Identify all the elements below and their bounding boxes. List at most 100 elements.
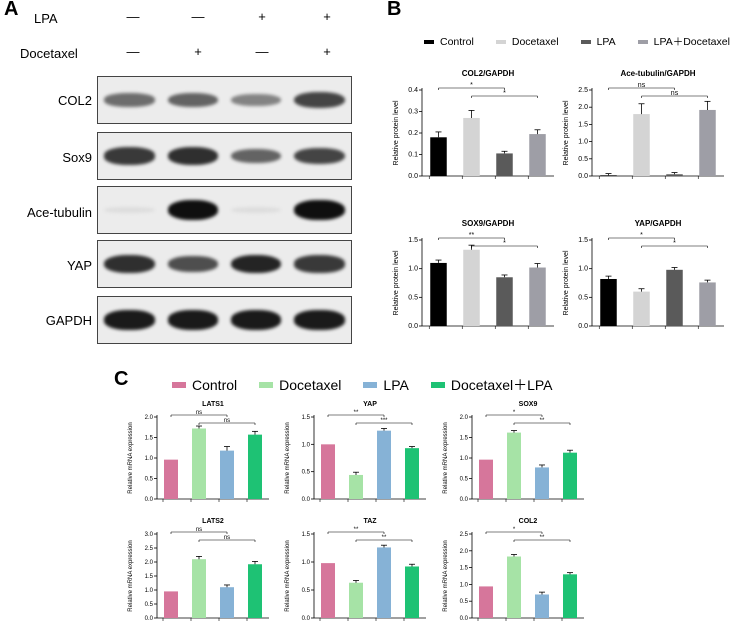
chart-title: YAP/GAPDH — [635, 219, 682, 228]
y-tick-label: 1.5 — [302, 415, 311, 421]
bar — [507, 432, 521, 499]
docetaxel-symbol-lane-3: — — [255, 44, 269, 59]
significance-label: * — [470, 82, 473, 89]
legend-label: Docetaxel — [511, 35, 559, 48]
y-tick-label: 2.5 — [578, 87, 588, 94]
blot-band — [294, 200, 345, 220]
blot-label-ace-tubulin: Ace-tubulin — [26, 205, 92, 220]
y-tick-label: 2.0 — [460, 415, 469, 421]
significance-label: *** — [380, 418, 388, 424]
significance-label: ns — [224, 418, 230, 424]
significance-label: ns — [638, 82, 646, 89]
y-tick-label: 1.5 — [145, 574, 154, 580]
legend-item-lpa: LPA — [363, 377, 409, 393]
blot-label-yap: YAP — [66, 258, 92, 273]
bar — [563, 452, 577, 499]
significance-label: ns — [196, 527, 202, 533]
docetaxel-symbol-lane-4: + — [323, 44, 331, 59]
y-tick-label: 1.0 — [460, 456, 469, 462]
panel-b-legend: Control Docetaxel LPA LPA＋Docetaxel — [424, 34, 734, 49]
chart-title: YAP — [363, 401, 377, 408]
bar — [321, 444, 335, 499]
y-tick-label: 0.5 — [302, 470, 311, 476]
bar — [699, 282, 716, 326]
y-tick-label: 1.5 — [145, 436, 154, 442]
y-tick-label: 1.0 — [408, 266, 418, 273]
blot-band — [104, 310, 155, 330]
y-axis-label: Relative mRNA expression — [285, 422, 291, 493]
y-tick-label: 1.0 — [460, 582, 469, 588]
bar — [248, 564, 262, 618]
chart-title: Ace-tubulin/GAPDH — [620, 69, 695, 78]
blot-band — [167, 200, 219, 220]
blot-band — [294, 147, 345, 165]
bar — [220, 587, 234, 618]
blot-band — [230, 254, 282, 274]
lpa-symbol-lane-1: — — [126, 9, 140, 24]
y-tick-label: 2.0 — [578, 104, 588, 111]
bar — [535, 467, 549, 499]
y-tick-label: 1.5 — [460, 566, 469, 572]
significance-label: ns — [196, 410, 202, 416]
legend-swatch — [637, 39, 648, 44]
bar — [192, 428, 206, 499]
blot-band — [294, 91, 345, 109]
y-tick-label: 3.0 — [145, 532, 154, 538]
chart-title: COL2 — [519, 518, 538, 525]
blot-band — [167, 256, 219, 272]
legend-label: LPA＋Docetaxel — [653, 36, 730, 48]
chart-title: COL2/GAPDH — [462, 69, 515, 78]
y-tick-label: 2.0 — [460, 549, 469, 555]
blot-band — [230, 93, 282, 107]
legend-swatch — [580, 39, 591, 44]
bar — [496, 277, 513, 326]
y-tick-label: 0.4 — [408, 87, 418, 94]
bar — [633, 291, 650, 326]
legend-item-docetaxel: Docetaxel — [259, 377, 341, 393]
chart-title: SOX9 — [519, 401, 538, 408]
y-tick-label: 0.2 — [408, 130, 418, 137]
bar — [377, 430, 391, 499]
chart-title: SOX9/GAPDH — [462, 219, 515, 228]
bar — [507, 556, 521, 618]
blot-band — [104, 147, 155, 165]
significance-label: * — [513, 410, 516, 416]
panel-a-letter: A — [4, 0, 19, 20]
y-tick-label: 0.5 — [578, 294, 588, 301]
blot-band — [104, 206, 155, 214]
y-axis-label: Relative protein level — [393, 250, 400, 315]
chart-c-yap: YAP Relative mRNA expression 0.0 0.5 1.0 1.5 *… — [285, 401, 426, 503]
bar — [563, 574, 577, 618]
panel-c-letter: C — [114, 368, 129, 390]
legend-swatch — [430, 382, 445, 388]
legend-item-lpa: LPA — [580, 36, 616, 48]
y-axis-label: Relative mRNA expression — [443, 540, 449, 611]
bar — [248, 434, 262, 499]
lpa-condition-label: LPA — [34, 11, 58, 26]
blot-band — [104, 255, 155, 273]
significance-label: ns — [224, 535, 230, 541]
legend-item-lpa-docetaxel: LPA＋Docetaxel — [637, 34, 730, 49]
y-tick-label: 1.5 — [578, 237, 588, 244]
y-tick-label: 0.3 — [408, 109, 418, 116]
blot-label-col2: COL2 — [58, 93, 92, 108]
legend-swatch — [259, 382, 274, 388]
legend-swatch — [363, 382, 378, 388]
bar — [699, 109, 716, 176]
legend-label: Control — [192, 377, 238, 393]
panel-c-legend: Control Docetaxel LPA Docetaxel＋LPA — [172, 375, 575, 395]
chart-b-sox9: SOX9/GAPDH Relative protein level 0.0 0.5 1.… — [393, 219, 554, 330]
blot-gapdh — [97, 296, 352, 344]
bar — [220, 450, 234, 499]
y-tick-label: 0.0 — [460, 497, 469, 503]
y-tick-label: 2.5 — [145, 546, 154, 552]
y-tick-label: 1.5 — [408, 237, 418, 244]
significance-label: * — [640, 232, 643, 239]
docetaxel-symbol-lane-1: — — [126, 44, 140, 59]
chart-c-sox9: SOX9 Relative mRNA expression 0.0 0.5 1.0 1.5… — [443, 401, 584, 503]
y-tick-label: 0.0 — [302, 497, 311, 503]
legend-swatch — [172, 382, 186, 388]
blot-label-sox9: Sox9 — [62, 150, 92, 165]
blot-band — [230, 206, 282, 214]
y-tick-label: 0.0 — [578, 323, 588, 330]
